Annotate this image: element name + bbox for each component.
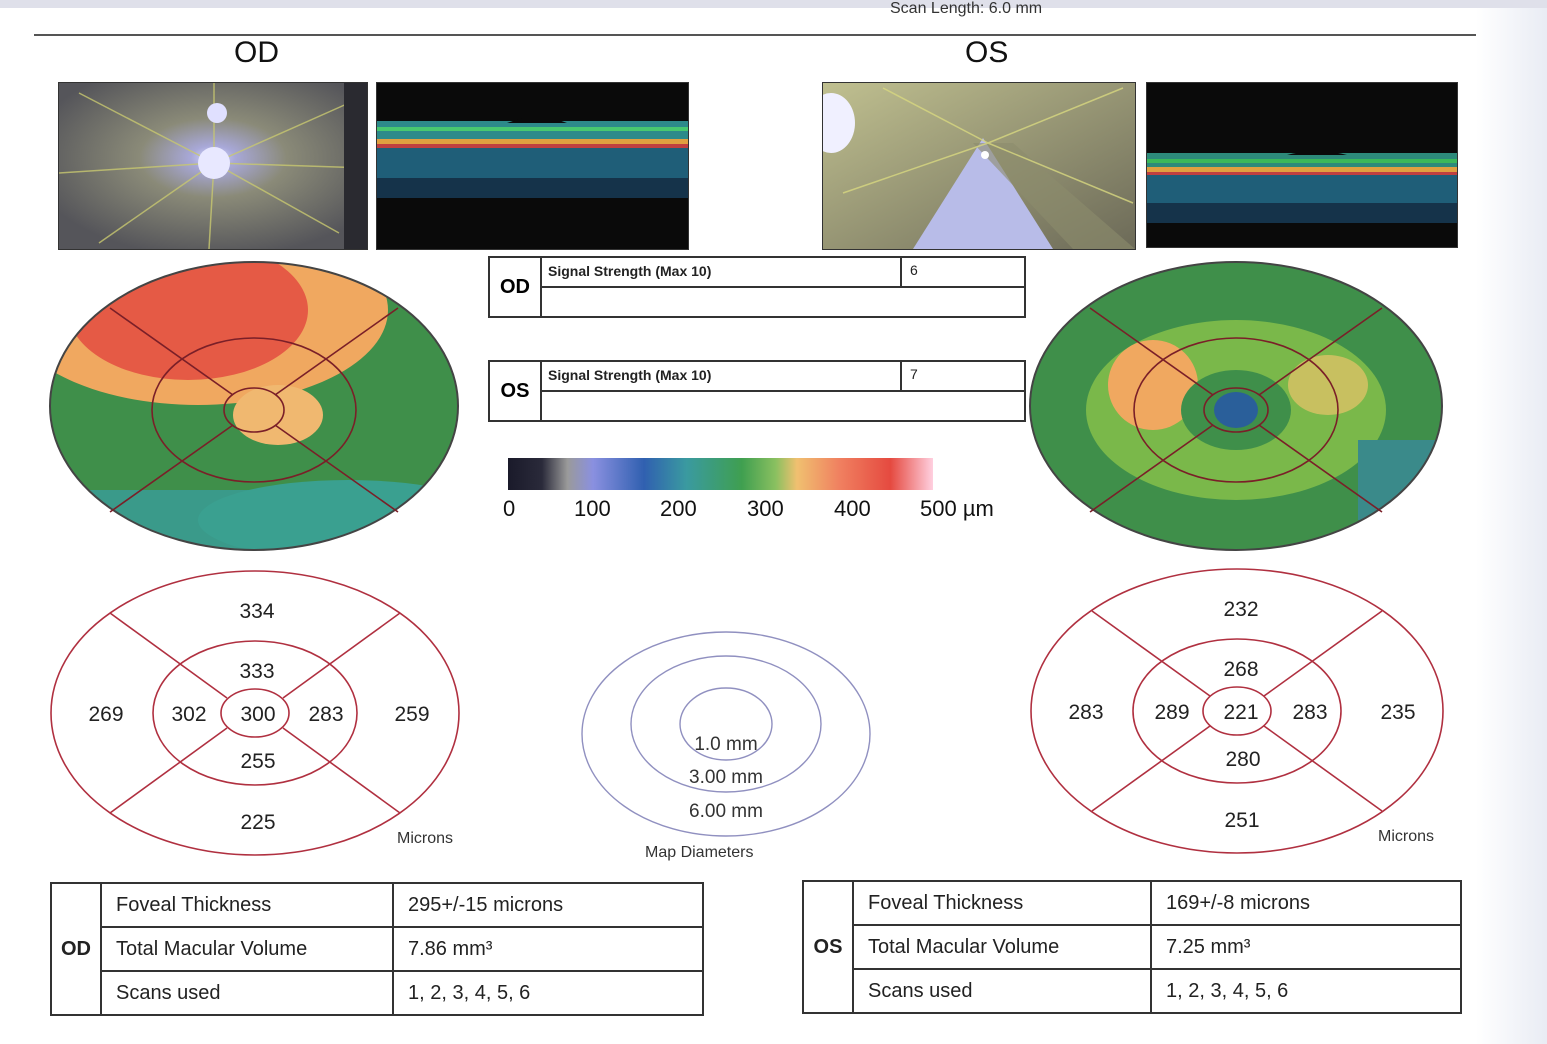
map-ring-1mm: 1.0 mm: [694, 734, 757, 755]
od-foveal-label: Foveal Thickness: [100, 882, 394, 928]
os-signal-eye-label: OS: [490, 362, 542, 420]
od-signal-strength-box: OD Signal Strength (Max 10) 6: [488, 256, 1026, 318]
od-scans-label: Scans used: [100, 970, 394, 1016]
od-signal-label: Signal Strength (Max 10): [548, 263, 712, 279]
scale-tick-400: 400: [834, 496, 871, 521]
os-foveal-value: 169+/-8 microns: [1150, 880, 1462, 926]
header-divider: [34, 34, 1476, 36]
os-etdrs-grid: 232 268 283 289 221 283 235 280 251: [1030, 568, 1444, 854]
map-ring-6mm: 6.00 mm: [689, 801, 763, 822]
od-etdrs-grid: 334 333 269 302 300 283 259 255 225: [50, 570, 460, 856]
od-thickness-map: [49, 261, 459, 551]
map-ring-3mm: 3.00 mm: [689, 767, 763, 788]
os-inferior-outer: 251: [1224, 809, 1259, 832]
os-thickness-map: [1029, 261, 1443, 551]
thickness-color-scale: [508, 458, 933, 490]
os-temporal-inner: 289: [1154, 701, 1189, 724]
od-center: 300: [240, 703, 275, 726]
od-scans-value: 1, 2, 3, 4, 5, 6: [392, 970, 704, 1016]
os-scans-label: Scans used: [852, 968, 1152, 1014]
os-nasal-outer: 235: [1380, 701, 1415, 724]
od-temporal-outer: 269: [88, 703, 123, 726]
map-diameters-diagram: 1.0 mm 3.00 mm 6.00 mm: [581, 631, 871, 837]
os-volume-value: 7.25 mm³: [1150, 924, 1462, 970]
od-temporal-inner: 302: [171, 703, 206, 726]
od-signal-value: 6: [910, 262, 918, 278]
scale-tick-300: 300: [747, 496, 784, 521]
od-title: OD: [234, 36, 279, 69]
os-title: OS: [965, 36, 1009, 69]
os-signal-value: 7: [910, 366, 918, 382]
os-foveal-label: Foveal Thickness: [852, 880, 1152, 926]
os-oct-scan-image: [1146, 82, 1458, 248]
scale-tick-200: 200: [660, 496, 697, 521]
os-results-table: OS Foveal Thickness 169+/-8 microns Tota…: [802, 880, 1462, 1014]
od-nasal-outer: 259: [394, 703, 429, 726]
od-nasal-inner: 283: [308, 703, 343, 726]
od-fundus-image: [58, 82, 368, 250]
os-temporal-outer: 283: [1068, 701, 1103, 724]
right-edge-shading: [1476, 8, 1547, 1044]
scale-tick-500: 500 µm: [920, 496, 994, 521]
os-nasal-inner: 283: [1292, 701, 1327, 724]
od-volume-label: Total Macular Volume: [100, 926, 394, 972]
os-inferior-inner: 280: [1225, 748, 1260, 771]
od-microns-label: Microns: [397, 830, 454, 847]
od-inferior-inner: 255: [240, 750, 275, 773]
os-superior-inner: 268: [1223, 658, 1258, 681]
os-microns-label: Microns: [1378, 828, 1435, 845]
od-foveal-value: 295+/-15 microns: [392, 882, 704, 928]
od-table-eye-label: OD: [50, 882, 102, 1016]
os-volume-label: Total Macular Volume: [852, 924, 1152, 970]
os-signal-label: Signal Strength (Max 10): [548, 367, 712, 383]
od-results-table: OD Foveal Thickness 295+/-15 microns Tot…: [50, 882, 704, 1016]
os-superior-outer: 232: [1223, 598, 1258, 621]
od-superior-outer: 334: [239, 600, 274, 623]
os-center: 221: [1223, 701, 1258, 724]
od-volume-value: 7.86 mm³: [392, 926, 704, 972]
os-table-eye-label: OS: [802, 880, 854, 1014]
map-diameters-title: Map Diameters: [645, 844, 754, 861]
scan-length-text: Scan Length: 6.0 mm: [890, 0, 1043, 17]
od-inferior-outer: 225: [240, 811, 275, 834]
scale-tick-100: 100: [574, 496, 611, 521]
od-signal-eye-label: OD: [490, 258, 542, 316]
os-signal-strength-box: OS Signal Strength (Max 10) 7: [488, 360, 1026, 422]
os-scans-value: 1, 2, 3, 4, 5, 6: [1150, 968, 1462, 1014]
scale-tick-0: 0: [503, 496, 516, 521]
od-oct-scan-image: [376, 82, 689, 250]
os-fundus-image: [822, 82, 1136, 250]
od-superior-inner: 333: [239, 660, 274, 683]
